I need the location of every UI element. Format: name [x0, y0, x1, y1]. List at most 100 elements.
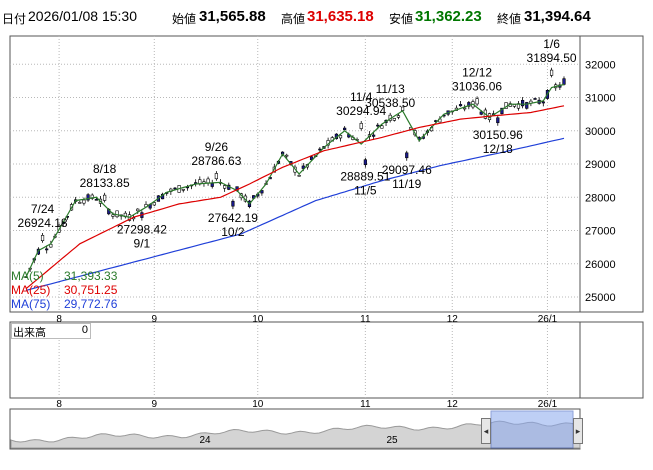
- candle-up: [40, 235, 45, 241]
- annotation-value: 31894.50: [527, 51, 577, 65]
- candle-up: [463, 107, 467, 110]
- navigator-overview: 24 25: [10, 410, 581, 449]
- annotation-value: 30538.50: [365, 96, 415, 110]
- annotation-value: 29097.46: [382, 163, 432, 177]
- navigator-label: 25: [386, 435, 398, 446]
- low-value: 31,362.23: [415, 8, 482, 25]
- legend-ma5-name: MA(5): [11, 269, 44, 283]
- annotation-value: 30150.96: [473, 128, 523, 142]
- volume-x-tick-label: 12: [447, 399, 459, 410]
- annotation-date: 10/2: [221, 225, 245, 239]
- candle-up: [111, 214, 115, 217]
- candle-down: [376, 124, 380, 127]
- annotation-value: 28786.63: [191, 154, 241, 168]
- volume-label: 出来高: [13, 327, 46, 339]
- high-label: 高値: [281, 12, 306, 26]
- candle-up: [396, 115, 401, 118]
- close-label: 終値: [497, 12, 522, 26]
- candle-down: [94, 199, 98, 201]
- annotation-value: 27298.42: [117, 223, 167, 237]
- candle-down: [562, 78, 566, 85]
- y-tick-label: 27000: [585, 226, 616, 238]
- candle-down: [467, 102, 471, 107]
- candle-up: [152, 202, 156, 206]
- candle-up: [115, 210, 119, 218]
- volume-x-tick-label: 9: [152, 399, 158, 410]
- volume-x-tick-label: 8: [56, 399, 62, 410]
- candle-down: [525, 102, 529, 109]
- annotation-value: 26924.18: [18, 216, 68, 230]
- annotation-date: 8/18: [93, 162, 117, 176]
- candle-down: [309, 156, 314, 161]
- volume-label-box: 出来高 0: [11, 323, 91, 339]
- candle-down: [533, 98, 537, 100]
- volume-plot-frame: [9, 321, 581, 399]
- candle-up: [214, 173, 218, 180]
- candle-up: [338, 135, 343, 139]
- annotation-date: 9/26: [205, 140, 229, 154]
- annotation-date: 11/19: [392, 177, 421, 191]
- candle-up: [78, 202, 82, 204]
- annotation-date: 11/4: [350, 90, 373, 104]
- candle-down: [372, 134, 376, 137]
- annotation-value: 28889.51: [340, 170, 390, 184]
- annotation-date: 11/13: [376, 82, 405, 96]
- candle-down: [86, 194, 90, 201]
- candle-up: [103, 194, 107, 201]
- navigator-selection: [490, 410, 574, 449]
- low-label: 安値: [389, 12, 414, 26]
- candle-up: [181, 188, 185, 191]
- candle-up: [206, 178, 210, 184]
- y-tick-label: 26000: [585, 259, 616, 271]
- candle-up: [380, 125, 384, 129]
- x-tick-label: 26/1: [538, 314, 558, 325]
- volume-value: 0: [81, 324, 88, 336]
- gridlines: [10, 36, 580, 398]
- candle-down: [343, 127, 347, 131]
- annotation-date: 11/5: [354, 184, 377, 198]
- high-value: 31,635.18: [307, 8, 374, 25]
- annotation-date: 12/18: [483, 142, 513, 156]
- x-tick-label: 12: [447, 314, 459, 325]
- annotation-value: 30294.94: [336, 104, 386, 118]
- close-value: 31,394.64: [524, 8, 591, 25]
- annotation-value: 31036.06: [452, 79, 502, 93]
- annotation-date: 12/12: [462, 65, 492, 79]
- ma75-line: [25, 137, 565, 291]
- ohlc-header: 日付 2026/01/08 15:30 始値 31,565.88 高値 31,6…: [0, 0, 653, 36]
- candle-up: [297, 174, 301, 177]
- x-tick-label: 10: [252, 314, 264, 325]
- navigator-right-handle[interactable]: ▸: [573, 418, 583, 444]
- candle-up: [82, 199, 86, 204]
- candle-down: [210, 183, 214, 187]
- candle-up: [359, 122, 363, 129]
- y-tick-label: 31000: [585, 93, 616, 105]
- volume-x-tick-label: 11: [360, 399, 371, 410]
- annotation-date: 9/1: [134, 237, 151, 251]
- volume-x-tick-label: 26/1: [538, 399, 558, 410]
- candle-down: [318, 148, 322, 151]
- annotation-date: 1/6: [543, 37, 560, 51]
- candle-down: [231, 200, 235, 207]
- candle-up: [392, 118, 396, 121]
- volume-x-tick-label: 10: [252, 399, 264, 410]
- candle-down: [458, 104, 463, 107]
- x-tick-label: 9: [152, 314, 158, 325]
- candle-up: [549, 69, 554, 76]
- volume-axis-frame: [579, 321, 644, 399]
- candle-down: [521, 99, 525, 107]
- candle-down: [260, 190, 264, 194]
- legend-ma25-name: MA(25): [11, 283, 51, 297]
- candle-down: [363, 159, 367, 166]
- annotation-value: 27642.19: [208, 211, 258, 225]
- annotation-date: 7/24: [31, 202, 55, 216]
- navigator-left-handle[interactable]: ◂: [481, 418, 491, 444]
- ma25-line: [25, 105, 565, 290]
- y-tick-label: 30000: [585, 126, 616, 138]
- candle-down: [541, 101, 545, 104]
- datetime-value: 2026/01/08 15:30: [28, 8, 137, 24]
- open-label: 始値: [172, 12, 197, 26]
- candle-down: [405, 152, 409, 159]
- open-value: 31,565.88: [199, 8, 266, 25]
- ma5-line: [25, 83, 565, 278]
